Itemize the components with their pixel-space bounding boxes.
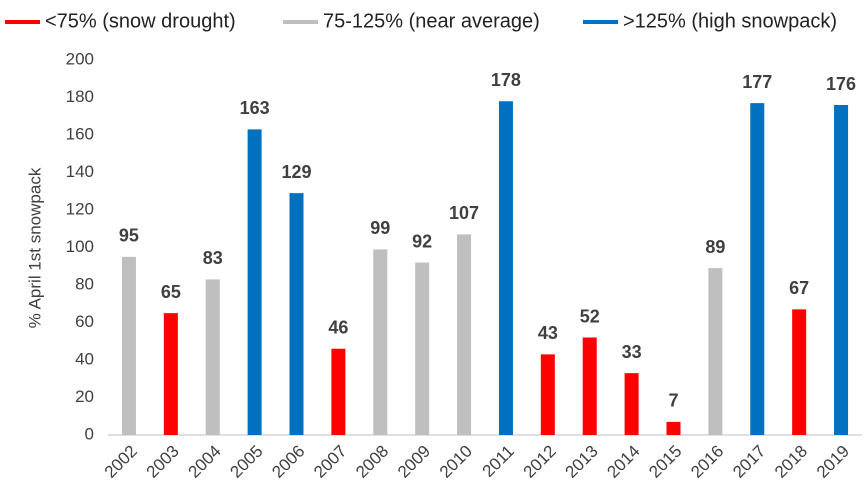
value-label: 92 (412, 231, 432, 251)
y-tick-label: 160 (66, 124, 94, 143)
y-tick-label: 60 (75, 312, 94, 331)
bar (582, 337, 597, 435)
x-tick-label: 2003 (143, 442, 183, 482)
x-tick-label: 2016 (687, 442, 727, 482)
bar (373, 249, 388, 435)
value-label: 83 (203, 248, 223, 268)
bar (666, 421, 681, 435)
value-label: 7 (668, 391, 678, 411)
bar (331, 348, 346, 435)
value-label: 107 (449, 203, 479, 223)
y-tick-label: 0 (85, 424, 94, 443)
bar (708, 268, 723, 435)
x-tick-label: 2012 (520, 442, 560, 482)
bar (247, 129, 262, 435)
y-tick-label: 40 (75, 349, 94, 368)
y-tick-label: 120 (66, 199, 94, 218)
bar (792, 309, 807, 435)
legend-label: 75-125% (near average) (323, 10, 540, 32)
x-tick-label: 2011 (479, 442, 518, 481)
y-tick-label: 180 (66, 87, 94, 106)
y-tick-label: 80 (75, 274, 94, 293)
legend-label: <75% (snow drought) (45, 10, 236, 32)
x-tick-label: 2007 (310, 442, 350, 482)
y-axis-label: % April 1st snowpack (25, 167, 44, 328)
bar (163, 313, 178, 435)
value-label: 89 (705, 237, 725, 257)
value-label: 33 (622, 342, 642, 362)
value-label: 176 (826, 74, 856, 94)
value-label: 178 (491, 70, 521, 90)
bar (205, 279, 220, 435)
x-tick-label: 2013 (562, 442, 602, 482)
value-label: 95 (119, 226, 139, 246)
bar (834, 105, 849, 435)
bar (121, 256, 136, 435)
x-tick-label: 2018 (771, 442, 811, 482)
value-label: 43 (538, 323, 558, 343)
x-tick-label: 2010 (436, 442, 476, 482)
legend-label: >125% (high snowpack) (623, 10, 837, 32)
value-label: 65 (161, 282, 181, 302)
value-label: 99 (370, 218, 390, 238)
y-tick-label: 200 (66, 49, 94, 68)
bar (289, 193, 304, 435)
value-label: 129 (281, 162, 311, 182)
y-tick-label: 20 (75, 387, 94, 406)
x-tick-label: 2005 (226, 442, 266, 482)
x-tick-label: 2004 (185, 442, 225, 482)
x-tick-label: 2017 (729, 442, 769, 482)
x-tick-label: 2002 (101, 442, 141, 482)
bar (457, 234, 472, 435)
y-tick-label: 140 (66, 162, 94, 181)
value-label: 177 (742, 72, 772, 92)
x-tick-label: 2014 (603, 442, 643, 482)
x-tick-label: 2015 (645, 442, 685, 482)
x-tick-label: 2009 (394, 442, 434, 482)
value-label: 163 (240, 98, 270, 118)
bar (750, 103, 765, 435)
value-label: 67 (789, 278, 809, 298)
bar (540, 354, 555, 435)
y-tick-label: 100 (66, 237, 94, 256)
bar (498, 101, 513, 435)
x-tick-label: 2008 (352, 442, 392, 482)
bar (624, 373, 639, 435)
bar (415, 262, 430, 435)
value-label: 52 (580, 306, 600, 326)
value-label: 46 (328, 318, 348, 338)
x-tick-label: 2019 (813, 442, 853, 482)
x-tick-label: 2006 (268, 442, 308, 482)
